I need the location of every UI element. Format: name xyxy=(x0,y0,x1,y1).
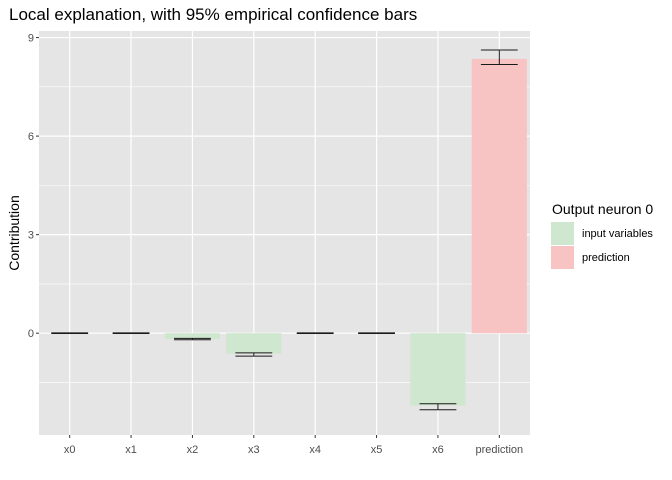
error-bar-x1 xyxy=(112,332,150,335)
y-axis: 0 3 6 9 xyxy=(28,33,39,340)
x-tick-label: x0 xyxy=(64,444,76,456)
bar-x6 xyxy=(410,333,466,406)
x-tick-label: prediction xyxy=(475,444,523,456)
x-axis: x0 x1 x2 x3 x4 x5 x6 prediction xyxy=(64,435,523,456)
x-tick-label: x6 xyxy=(432,444,444,456)
error-bar-x0 xyxy=(51,332,89,335)
y-tick-label: 0 xyxy=(28,328,34,340)
error-bar-x2 xyxy=(174,337,211,341)
legend-label-0: input variables xyxy=(582,228,653,240)
y-tick-label: 9 xyxy=(28,33,34,45)
x-tick-label: x3 xyxy=(248,444,260,456)
x-tick-label: x1 xyxy=(125,444,137,456)
error-bar-prediction xyxy=(480,49,518,66)
chart-title: Local explanation, with 95% empirical co… xyxy=(9,5,417,24)
error-bar-x6 xyxy=(419,403,457,411)
bars xyxy=(42,58,527,406)
grid-lines xyxy=(39,31,530,435)
error-bar-x5 xyxy=(358,332,395,335)
y-axis-title: Contribution xyxy=(6,195,22,271)
error-bar-x3 xyxy=(235,352,273,357)
legend-key-1 xyxy=(551,246,574,269)
y-tick-label: 6 xyxy=(28,131,34,143)
legend-label-1: prediction xyxy=(582,252,630,264)
legend-title: Output neuron 0 xyxy=(552,201,653,217)
bar-prediction xyxy=(471,58,527,334)
error-bar-x4 xyxy=(296,332,334,335)
bar-x2 xyxy=(164,333,221,340)
legend-key-0 xyxy=(551,222,574,245)
x-tick-label: x2 xyxy=(187,444,199,456)
x-tick-label: x5 xyxy=(371,444,383,456)
x-tick-label: x4 xyxy=(309,444,321,456)
bar-x3 xyxy=(226,333,282,354)
y-tick-label: 3 xyxy=(28,230,34,242)
legend: Output neuron 0 input variables predictio… xyxy=(551,201,653,269)
error-bars xyxy=(51,49,518,411)
